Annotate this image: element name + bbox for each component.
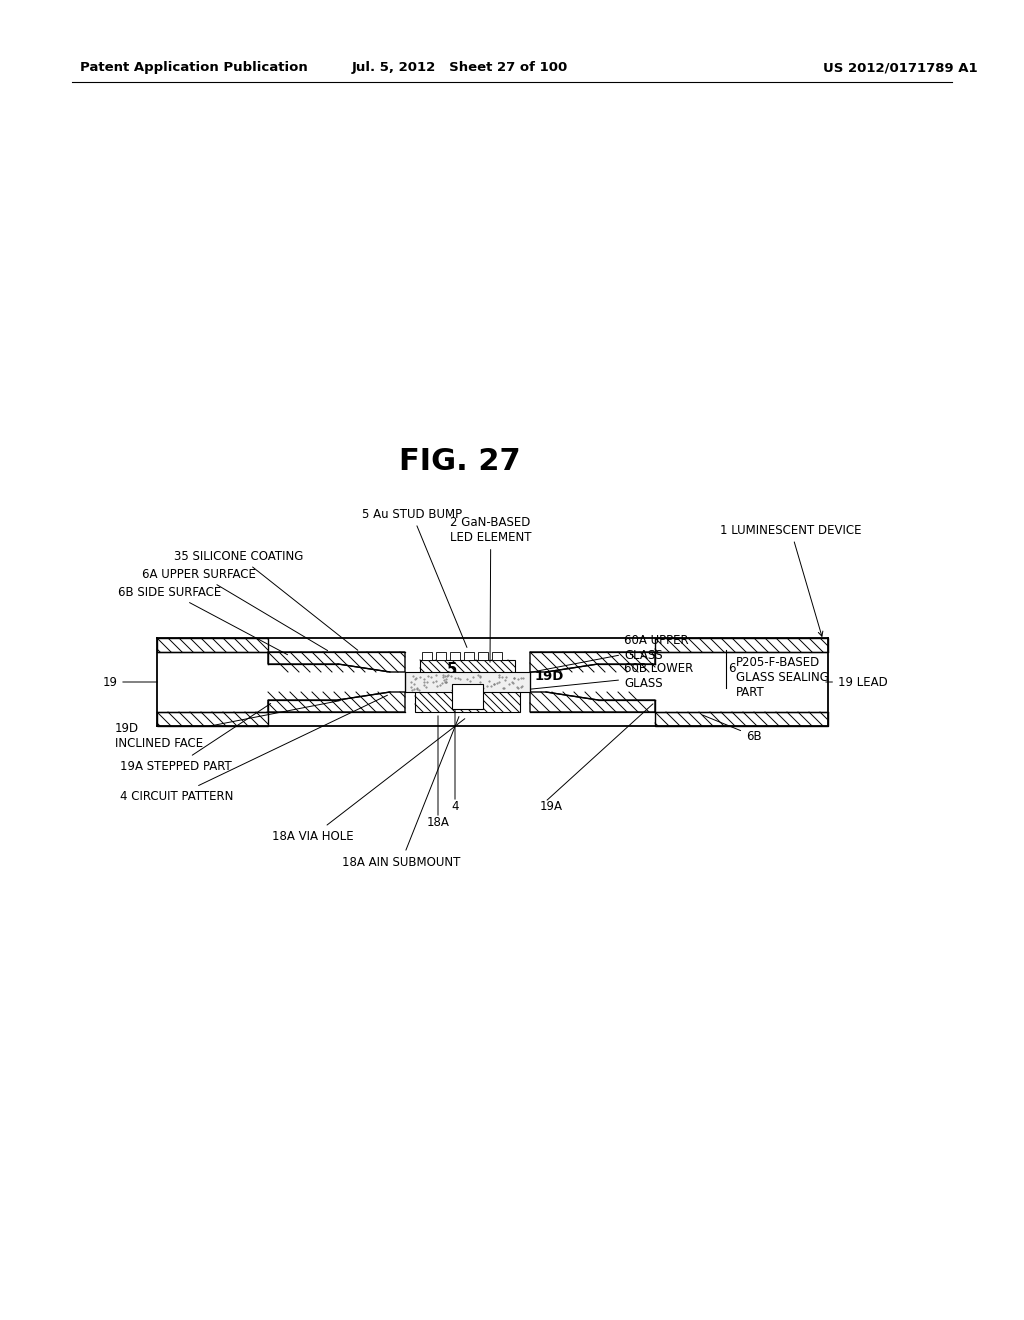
Polygon shape — [268, 652, 406, 672]
Polygon shape — [655, 711, 828, 726]
Text: US 2012/0171789 A1: US 2012/0171789 A1 — [822, 62, 977, 74]
Text: 19A: 19A — [540, 800, 563, 813]
Polygon shape — [415, 680, 520, 711]
Bar — [478, 652, 488, 660]
Bar — [436, 652, 446, 660]
Text: 6B SIDE SURFACE: 6B SIDE SURFACE — [118, 586, 288, 655]
Text: 5 Au STUD BUMP: 5 Au STUD BUMP — [362, 507, 467, 647]
Text: 4 CIRCUIT PATTERN: 4 CIRCUIT PATTERN — [120, 696, 387, 803]
Bar — [422, 652, 432, 660]
Text: 6A UPPER SURFACE: 6A UPPER SURFACE — [142, 568, 328, 651]
Text: 19D: 19D — [535, 669, 564, 682]
Text: 6: 6 — [728, 663, 735, 675]
Polygon shape — [406, 672, 530, 692]
Polygon shape — [157, 711, 268, 726]
Text: 19D
INCLINED FACE: 19D INCLINED FACE — [115, 701, 340, 750]
Text: 6B: 6B — [702, 715, 762, 742]
Text: P205-F-BASED
GLASS SEALING
PART: P205-F-BASED GLASS SEALING PART — [736, 656, 828, 700]
Text: FIG. 27: FIG. 27 — [399, 447, 521, 477]
Text: 2 GaN-BASED
LED ELEMENT: 2 GaN-BASED LED ELEMENT — [450, 516, 531, 663]
Text: 18A: 18A — [427, 816, 450, 829]
Bar — [492, 652, 502, 660]
Text: 18A AIN SUBMOUNT: 18A AIN SUBMOUNT — [342, 717, 461, 869]
Text: Patent Application Publication: Patent Application Publication — [80, 62, 308, 74]
Text: 19 LEAD: 19 LEAD — [825, 676, 888, 689]
Bar — [452, 684, 483, 709]
Text: 35 SILICONE COATING: 35 SILICONE COATING — [174, 549, 357, 651]
Text: Jul. 5, 2012   Sheet 27 of 100: Jul. 5, 2012 Sheet 27 of 100 — [352, 62, 568, 74]
Text: 18A VIA HOLE: 18A VIA HOLE — [272, 718, 465, 842]
Text: 1 LUMINESCENT DEVICE: 1 LUMINESCENT DEVICE — [720, 524, 861, 636]
Polygon shape — [268, 692, 406, 711]
Polygon shape — [530, 692, 655, 711]
Text: 19A STEPPED PART: 19A STEPPED PART — [120, 704, 270, 772]
Bar — [450, 652, 460, 660]
Polygon shape — [655, 638, 828, 652]
Bar — [464, 652, 474, 660]
Polygon shape — [157, 638, 268, 652]
Text: 19: 19 — [103, 676, 118, 689]
Text: 60A UPPER
GLASS: 60A UPPER GLASS — [524, 634, 688, 673]
Text: 5: 5 — [446, 663, 457, 677]
Text: 4: 4 — [452, 800, 459, 813]
Polygon shape — [530, 652, 655, 672]
Text: 60B LOWER
GLASS: 60B LOWER GLASS — [524, 663, 693, 690]
Polygon shape — [420, 660, 515, 680]
